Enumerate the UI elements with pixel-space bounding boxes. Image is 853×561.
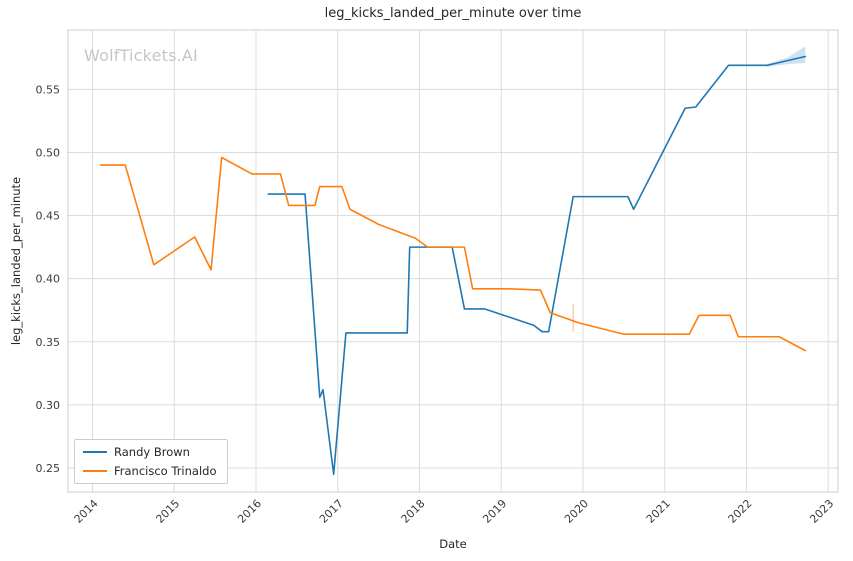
legend: Randy Brown Francisco Trinaldo	[74, 439, 228, 484]
series-line-francisco-trinaldo	[99, 156, 807, 352]
legend-item-randy-brown: Randy Brown	[83, 445, 217, 459]
legend-label: Randy Brown	[114, 445, 190, 459]
x-tick-label: 2021	[644, 497, 673, 526]
x-tick-label: 2018	[399, 497, 428, 526]
chart-title: leg_kicks_landed_per_minute over time	[324, 6, 582, 21]
x-tick-label: 2019	[480, 497, 509, 526]
x-axis-label: Date	[439, 537, 467, 551]
x-tick-label: 2016	[235, 497, 264, 526]
legend-line-swatch-orange	[83, 470, 107, 472]
plot-border	[67, 29, 839, 493]
y-tick-label: 0.50	[36, 146, 61, 159]
y-tick-label: 0.30	[36, 399, 61, 412]
y-tick-label: 0.45	[36, 210, 61, 223]
y-tick-label: 0.25	[36, 462, 61, 475]
confidence-band	[766, 46, 806, 67]
legend-item-francisco-trinaldo: Francisco Trinaldo	[83, 464, 217, 478]
x-tick-label: 2015	[153, 497, 182, 526]
y-tick-label: 0.55	[36, 83, 61, 96]
x-tick-label: 2017	[317, 497, 346, 526]
x-tick-label: 2023	[807, 497, 836, 526]
legend-line-swatch-blue	[83, 451, 107, 453]
y-tick-label: 0.35	[36, 336, 61, 349]
x-tick-label: 2022	[726, 497, 755, 526]
x-tick-label: 2014	[72, 497, 101, 526]
legend-label: Francisco Trinaldo	[114, 464, 217, 478]
x-tick-label: 2020	[562, 497, 591, 526]
y-tick-label: 0.40	[36, 273, 61, 286]
series-line-randy-brown	[267, 55, 807, 476]
watermark: WolfTickets.AI	[84, 46, 198, 65]
y-axis-label: leg_kicks_landed_per_minute	[9, 176, 23, 346]
